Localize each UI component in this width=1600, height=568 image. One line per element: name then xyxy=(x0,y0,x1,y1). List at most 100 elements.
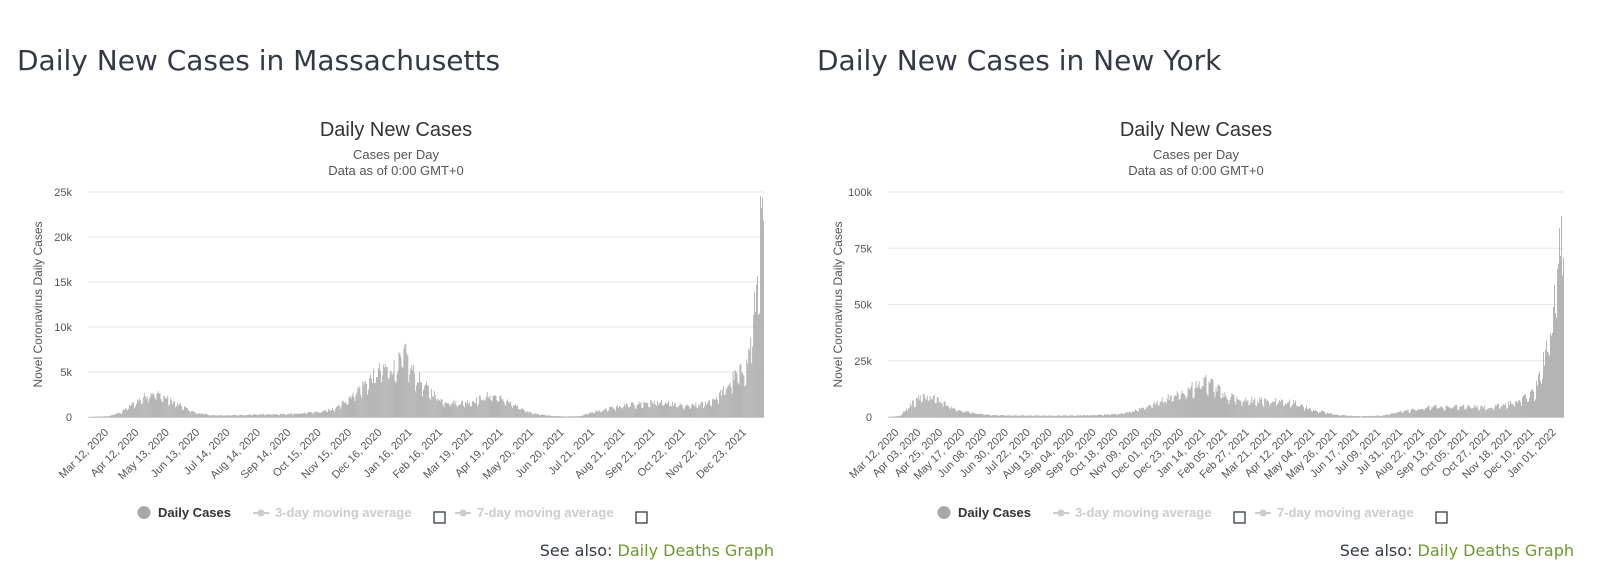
bar-daily-cases xyxy=(662,405,663,417)
bar-daily-cases xyxy=(232,415,234,417)
y-tick-label: 25k xyxy=(854,356,872,368)
bar-daily-cases xyxy=(376,377,377,417)
legend-item-3-day-moving-average[interactable]: 3-day moving average xyxy=(253,505,412,520)
bar-daily-cases xyxy=(1274,401,1276,417)
bar-daily-cases xyxy=(749,350,751,417)
bar-daily-cases xyxy=(953,407,955,417)
bar-daily-cases xyxy=(1291,406,1293,417)
bar-daily-cases xyxy=(1300,405,1302,417)
legend-checkbox-7-day[interactable] xyxy=(635,511,648,524)
bar-daily-cases xyxy=(660,402,661,417)
y-axis-label: Novel Coronavirus Daily Cases xyxy=(31,221,45,387)
bar-daily-cases xyxy=(909,403,911,417)
bar-daily-cases xyxy=(1563,257,1564,417)
bar-daily-cases xyxy=(277,414,278,417)
bar-daily-cases xyxy=(1230,396,1232,417)
bar-daily-cases xyxy=(719,390,721,417)
bar-daily-cases xyxy=(556,415,558,417)
bar-daily-cases xyxy=(687,405,689,417)
bar-daily-cases xyxy=(1358,416,1360,417)
bar-daily-cases xyxy=(469,402,470,417)
bar-daily-cases xyxy=(1468,406,1470,417)
bar-daily-cases xyxy=(963,412,965,417)
bar-daily-cases xyxy=(362,381,364,417)
legend-checkbox-7-day[interactable] xyxy=(1435,511,1448,524)
legend-item-3-day-moving-average[interactable]: 3-day moving average xyxy=(1053,505,1212,520)
bar-daily-cases xyxy=(626,404,628,417)
bar-daily-cases xyxy=(515,404,516,417)
bar-daily-cases xyxy=(483,400,485,417)
bar-daily-cases xyxy=(1027,415,1029,417)
bar-daily-cases xyxy=(1420,409,1422,417)
bar-daily-cases xyxy=(1436,408,1438,417)
bar-daily-cases xyxy=(585,414,587,417)
bar-daily-cases xyxy=(702,401,704,417)
bar-daily-cases xyxy=(1351,415,1353,417)
bar-daily-cases xyxy=(716,399,718,417)
bar-daily-cases xyxy=(173,401,175,417)
bar-daily-cases xyxy=(1260,399,1262,417)
bar-daily-cases xyxy=(1552,332,1553,417)
bar-daily-cases xyxy=(738,384,740,417)
bar-daily-cases xyxy=(320,412,322,417)
bar-daily-cases xyxy=(960,410,962,417)
bar-daily-cases xyxy=(1180,393,1182,417)
bar-daily-cases xyxy=(569,416,570,417)
bar-daily-cases xyxy=(520,409,521,417)
bar-daily-cases xyxy=(527,412,529,417)
bar-daily-cases xyxy=(329,410,330,417)
bar-daily-cases xyxy=(516,406,517,417)
bar-daily-cases xyxy=(1293,400,1295,417)
legend-label: Daily Cases xyxy=(958,505,1031,520)
bar-daily-cases xyxy=(1143,409,1145,417)
bar-daily-cases xyxy=(680,404,682,417)
bar-daily-cases xyxy=(490,400,492,417)
bar-daily-cases xyxy=(352,392,354,417)
bar-daily-cases xyxy=(449,406,451,417)
bar-daily-cases xyxy=(112,414,114,417)
legend-item-7-day-moving-average[interactable]: 7-day moving average xyxy=(1255,505,1414,520)
bar-daily-cases xyxy=(734,369,736,417)
bar-daily-cases xyxy=(1272,401,1274,417)
bar-daily-cases xyxy=(1486,409,1488,417)
bar-daily-cases xyxy=(1118,414,1120,417)
bar-daily-cases xyxy=(132,402,133,417)
bar-daily-cases xyxy=(1127,412,1129,417)
bar-daily-cases xyxy=(681,404,683,417)
bar-daily-cases xyxy=(427,385,429,417)
bar-daily-cases xyxy=(1249,404,1251,417)
bar-daily-cases xyxy=(165,399,167,417)
bar-daily-cases xyxy=(358,388,360,417)
bar-daily-cases xyxy=(906,410,908,417)
legend-item-daily-cases[interactable]: Daily Cases xyxy=(137,505,232,520)
bar-daily-cases xyxy=(465,401,467,417)
bar-daily-cases xyxy=(1560,256,1561,417)
bar-daily-cases xyxy=(1532,388,1533,417)
bar-daily-cases xyxy=(745,385,747,417)
bar-daily-cases xyxy=(107,416,109,417)
bar-daily-cases xyxy=(593,413,595,417)
bar-daily-cases xyxy=(531,414,533,417)
bar-daily-cases xyxy=(236,415,238,417)
legend-item-daily-cases[interactable]: Daily Cases xyxy=(937,505,1032,520)
y-tick-label: 5k xyxy=(60,367,72,379)
daily-deaths-graph-link[interactable]: Daily Deaths Graph xyxy=(1417,541,1574,560)
legend-checkbox-3-day[interactable] xyxy=(433,511,446,524)
legend-checkbox-3-day[interactable] xyxy=(1233,511,1246,524)
bar-daily-cases xyxy=(1295,400,1297,417)
legend-item-7-day-moving-average[interactable]: 7-day moving average xyxy=(455,505,614,520)
bar-daily-cases xyxy=(1199,388,1201,417)
bar-daily-cases xyxy=(1466,407,1468,417)
bar-daily-cases xyxy=(694,406,696,417)
bar-daily-cases xyxy=(448,403,450,417)
bar-daily-cases xyxy=(1525,394,1527,417)
bar-daily-cases xyxy=(1523,395,1525,417)
bar-daily-cases xyxy=(1373,416,1375,417)
bar-daily-cases xyxy=(939,401,941,417)
bar-daily-cases xyxy=(432,396,434,417)
bar-daily-cases xyxy=(324,410,325,417)
daily-deaths-graph-link[interactable]: Daily Deaths Graph xyxy=(617,541,774,560)
bar-daily-cases xyxy=(1406,410,1408,417)
bar-daily-cases xyxy=(1298,406,1300,417)
bar-daily-cases xyxy=(1559,228,1560,417)
